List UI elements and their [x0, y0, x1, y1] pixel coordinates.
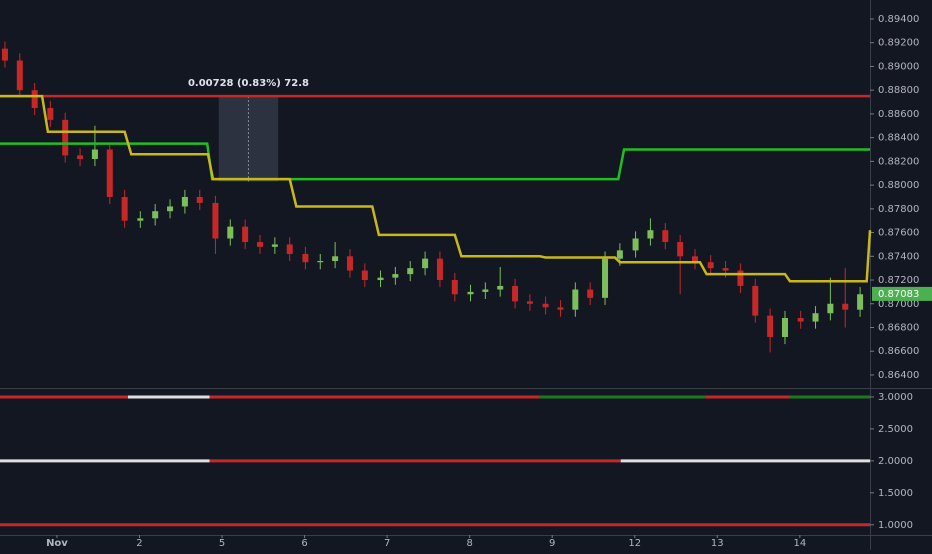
x-tick-label: Nov	[46, 538, 68, 549]
measure-label: 0.00728 (0.83%) 72.8	[188, 78, 309, 89]
candle-body	[827, 303, 834, 314]
candle-body	[497, 285, 504, 290]
indicator-line	[0, 94, 872, 283]
candle-body	[257, 242, 264, 247]
candle-body	[242, 226, 249, 243]
x-tick-label: 2	[136, 538, 142, 549]
candle-body	[482, 289, 489, 292]
candle-body	[451, 280, 458, 295]
candle-body	[196, 196, 203, 203]
candle-body	[62, 119, 69, 156]
candle-body	[557, 307, 564, 310]
candle-body	[602, 258, 609, 298]
candle-body	[616, 250, 623, 259]
candle-body	[797, 317, 804, 322]
candle-body	[436, 258, 443, 281]
y-tick-label: 0.86600	[878, 346, 919, 357]
candle-body	[572, 289, 579, 310]
candle-body	[91, 149, 98, 159]
candle-body	[1, 48, 8, 61]
candle-body	[181, 196, 188, 207]
candle-body	[662, 230, 669, 243]
y-tick-label: 0.88600	[878, 109, 919, 120]
candle-body	[692, 256, 699, 263]
candle-body	[767, 315, 774, 337]
y-tick-label: 0.88200	[878, 156, 919, 167]
y-tick-label: 2.5000	[878, 424, 913, 435]
candle-body	[737, 270, 744, 286]
y-tick-label: 0.89200	[878, 38, 919, 49]
x-tick-label: 9	[549, 538, 555, 549]
candle-body	[722, 268, 729, 271]
candle-body	[31, 90, 38, 108]
y-tick-label: 0.88800	[878, 85, 919, 96]
last-price-label: 0.87083	[878, 289, 919, 300]
candle-body	[512, 285, 519, 302]
x-tick-label: 14	[793, 538, 806, 549]
x-tick-label: 8	[466, 538, 472, 549]
x-tick-label: 7	[384, 538, 390, 549]
indicator-line	[0, 142, 870, 181]
candle-body	[377, 277, 384, 281]
y-tick-label: 0.87000	[878, 299, 919, 310]
y-tick-label: 0.87400	[878, 251, 919, 262]
y-tick-label: 3.0000	[878, 392, 913, 403]
y-tick-label: 0.87200	[878, 275, 919, 286]
candle-body	[121, 196, 128, 221]
candle-body	[227, 226, 234, 239]
measure-box	[218, 96, 279, 182]
candle-body	[106, 149, 113, 197]
y-tick-label: 0.87800	[878, 204, 919, 215]
candle-body	[677, 242, 684, 257]
candle-body	[587, 289, 594, 298]
candle-body	[526, 301, 533, 304]
candle-body	[647, 230, 654, 239]
y-tick-label: 0.88400	[878, 133, 919, 144]
candle-body	[812, 313, 819, 322]
y-tick-label: 0.89000	[878, 61, 919, 72]
x-tick-label: 13	[711, 538, 724, 549]
candle-body	[707, 262, 714, 269]
x-tick-label: 6	[301, 538, 307, 549]
candle-body	[467, 291, 474, 295]
y-tick-label: 1.0000	[878, 520, 913, 531]
candle-body	[542, 303, 549, 308]
candle-body	[346, 256, 353, 271]
candle-body	[781, 317, 788, 337]
candle-body	[361, 270, 368, 281]
candle-body	[212, 202, 219, 239]
y-tick-label: 1.5000	[878, 488, 913, 499]
last-price-box	[872, 286, 932, 301]
y-tick-label: 0.86400	[878, 370, 919, 381]
candle-body	[47, 107, 54, 120]
candle-body	[317, 261, 324, 263]
candle-body	[392, 274, 399, 278]
candle-body	[422, 258, 429, 269]
candle-body	[167, 206, 174, 212]
candle-body	[302, 253, 309, 263]
candle-body	[16, 60, 23, 91]
y-tick-label: 0.87600	[878, 228, 919, 239]
candle-body	[632, 238, 639, 251]
candle-body	[407, 268, 414, 275]
y-tick-label: 2.0000	[878, 456, 913, 467]
candle-body	[332, 256, 339, 262]
candle-body	[77, 155, 84, 159]
candle-body	[271, 244, 278, 247]
candle-body	[286, 244, 293, 254]
candle-body	[857, 294, 864, 310]
candle-body	[137, 218, 144, 221]
candle-body	[842, 303, 849, 310]
x-tick-label: 12	[628, 538, 641, 549]
y-tick-label: 0.89400	[878, 14, 919, 25]
candle-body	[752, 285, 759, 316]
y-tick-label: 0.88000	[878, 180, 919, 191]
candle-body	[152, 211, 159, 219]
y-tick-label: 0.86800	[878, 322, 919, 333]
x-tick-label: 5	[219, 538, 225, 549]
